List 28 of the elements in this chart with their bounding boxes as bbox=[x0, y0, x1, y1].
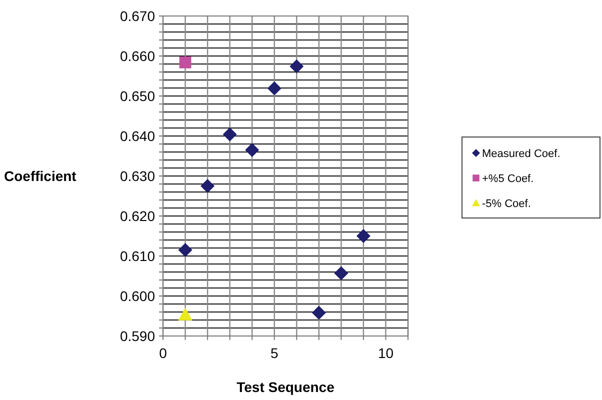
point bbox=[290, 59, 304, 74]
point bbox=[178, 243, 192, 257]
y-tick-label: 0.650 bbox=[120, 88, 156, 104]
x-tick-label: 0 bbox=[159, 345, 168, 361]
point bbox=[267, 81, 282, 96]
y-tick-label: 0.640 bbox=[120, 128, 156, 144]
x-tick-label: 5 bbox=[270, 345, 278, 361]
x-axis-title: Test Sequence bbox=[236, 379, 335, 395]
point bbox=[222, 127, 237, 142]
point bbox=[200, 179, 215, 193]
y-tick-label: 0.600 bbox=[120, 288, 156, 304]
legend-label: -5% Coef. bbox=[482, 198, 531, 210]
y-tick-label: 0.590 bbox=[120, 328, 156, 344]
x-tick-label: 10 bbox=[378, 345, 394, 361]
legend-label: Measured Coef. bbox=[482, 148, 560, 160]
point bbox=[245, 143, 260, 157]
y-tick-label: 0.660 bbox=[120, 48, 156, 64]
y-tick-label: 0.670 bbox=[120, 8, 156, 24]
y-axis-title: Coefficient bbox=[4, 168, 77, 184]
y-tick-label: 0.630 bbox=[120, 168, 156, 184]
point bbox=[179, 56, 192, 68]
point bbox=[334, 266, 348, 280]
y-tick-label: 0.610 bbox=[120, 248, 156, 264]
y-tick-label: 0.620 bbox=[120, 208, 156, 224]
point bbox=[312, 306, 326, 320]
legend-label: +%5 Coef. bbox=[482, 172, 534, 185]
point bbox=[178, 308, 192, 320]
point bbox=[356, 229, 370, 243]
